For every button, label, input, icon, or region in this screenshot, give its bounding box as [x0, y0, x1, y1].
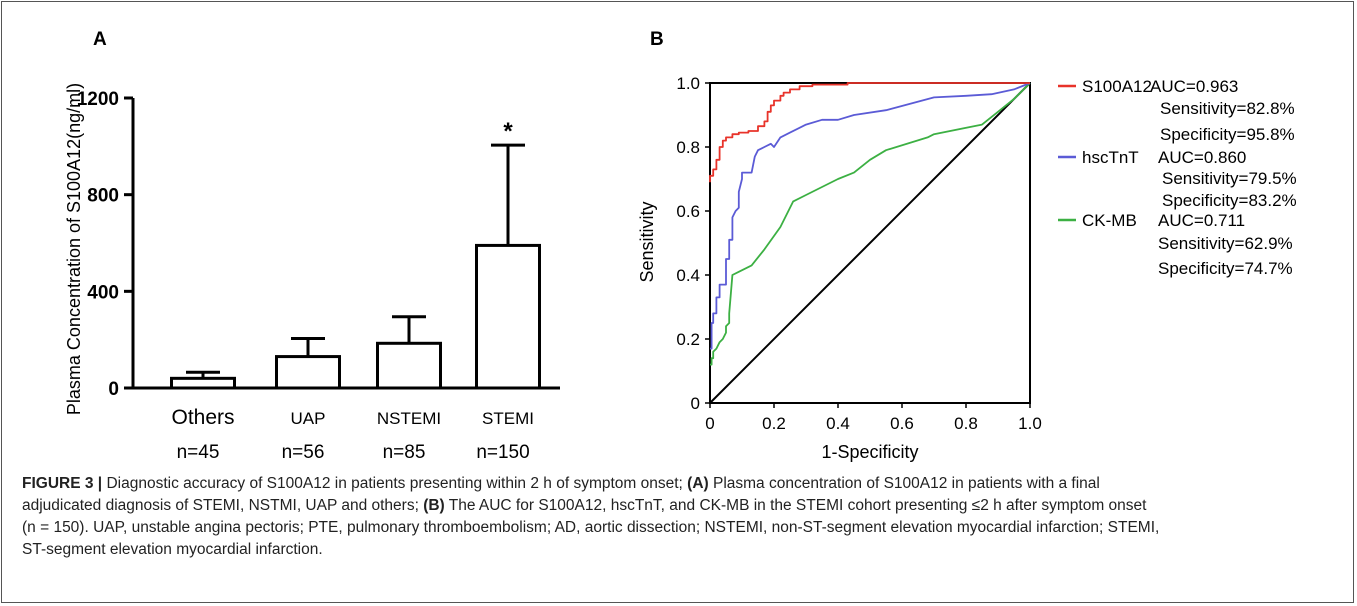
caption-line-2: adjudicated diagnosis of STEMI, NSTMI, U…: [22, 495, 1332, 517]
bar-uap: [275, 355, 341, 390]
y-tick-label: 0.2: [676, 330, 700, 349]
legend-specificity: Specificity=83.2%: [1162, 191, 1297, 210]
panel-b-xlabel: 1-Specificity: [821, 442, 918, 462]
y-tick-label: 800: [87, 186, 119, 207]
y-tick-label: 1200: [77, 89, 119, 110]
significance-star: *: [503, 118, 513, 145]
y-tick-label: 0: [108, 379, 119, 400]
legend-sensitivity: Sensitivity=62.9%: [1158, 234, 1293, 253]
panel-a-bar-chart: A Plasma Concentration of S100A12(ng/ml)…: [64, 29, 560, 463]
y-tick-label: 0.8: [676, 138, 700, 157]
caption-label: FIGURE 3 |: [22, 475, 103, 492]
y-tick-label: 0.4: [676, 266, 700, 285]
legend-specificity: Specificity=74.7%: [1158, 259, 1293, 278]
roc-curve-s100a12: [709, 82, 1030, 183]
panel-b-letter: B: [650, 29, 664, 50]
figure-caption: FIGURE 3 | Diagnostic accuracy of S100A1…: [22, 473, 1332, 561]
legend-series-name: CK-MB: [1082, 211, 1137, 230]
x-tick-label: 0.6: [890, 414, 914, 433]
y-tick-label: 0: [691, 394, 700, 413]
legend-series-name: hscTnT: [1082, 148, 1139, 167]
caption-text: adjudicated diagnosis of STEMI, NSTMI, U…: [22, 497, 424, 514]
bar-others: [170, 376, 236, 390]
y-tick-label: 1.0: [676, 74, 700, 93]
bar-stemi: [475, 243, 541, 390]
panel-b-ylabel: Sensitivity: [637, 201, 657, 282]
sample-size-label: n=150: [476, 442, 529, 463]
x-tick-label: 1.0: [1018, 414, 1042, 433]
x-tick-label: 0: [705, 414, 714, 433]
legend-series-name: S100A12: [1082, 77, 1152, 96]
reference-diagonal: [709, 82, 1031, 404]
bar-nstemi: [376, 341, 442, 390]
caption-text: The AUC for S100A12, hscTnT, and CK-MB i…: [444, 497, 1147, 514]
roc-curve-ck-mb: [710, 82, 1031, 366]
panel-b-roc-chart: B Sensitivity 1-Specificity 0 0.2 0.4 0.6 0.…: [637, 29, 1297, 462]
roc-curve-hsctnt: [710, 82, 1031, 350]
legend-sensitivity: Sensitivity=82.8%: [1160, 99, 1295, 118]
x-tick-label: 0.2: [762, 414, 786, 433]
panel-a-letter: A: [93, 29, 107, 50]
caption-text: Plasma concentration of S100A12 in patie…: [708, 475, 1100, 492]
category-label: NSTEMI: [377, 409, 441, 428]
caption-line-1: FIGURE 3 | Diagnostic accuracy of S100A1…: [22, 473, 1332, 495]
sample-size-label: n=45: [177, 442, 220, 463]
caption-panel-b-ref: (B): [423, 497, 445, 514]
caption-line-3: (n = 150). UAP, unstable angina pectoris…: [22, 519, 1160, 536]
caption-text: Diagnostic accuracy of S100A12 in patien…: [102, 475, 688, 492]
legend-auc: AUC=0.963: [1150, 77, 1238, 96]
category-label: STEMI: [482, 409, 534, 428]
sample-size-label: n=56: [282, 442, 325, 463]
x-tick-label: 0.4: [826, 414, 850, 433]
x-tick-label: 0.8: [954, 414, 978, 433]
figure-panels: A Plasma Concentration of S100A12(ng/ml)…: [64, 29, 1297, 463]
y-tick-label: 400: [87, 282, 119, 303]
legend-specificity: Specificity=95.8%: [1160, 125, 1295, 144]
category-label: UAP: [291, 409, 326, 428]
y-tick-label: 0.6: [676, 202, 700, 221]
category-label: Others: [171, 406, 234, 429]
caption-line-4: ST-segment elevation myocardial infarcti…: [22, 541, 323, 558]
sample-size-label: n=85: [383, 442, 426, 463]
legend-auc: AUC=0.711: [1158, 211, 1245, 230]
legend-sensitivity: Sensitivity=79.5%: [1162, 169, 1297, 188]
caption-panel-a-ref: (A): [687, 475, 709, 492]
legend-auc: AUC=0.860: [1158, 148, 1246, 167]
panel-a-ylabel: Plasma Concentration of S100A12(ng/ml): [64, 83, 84, 415]
